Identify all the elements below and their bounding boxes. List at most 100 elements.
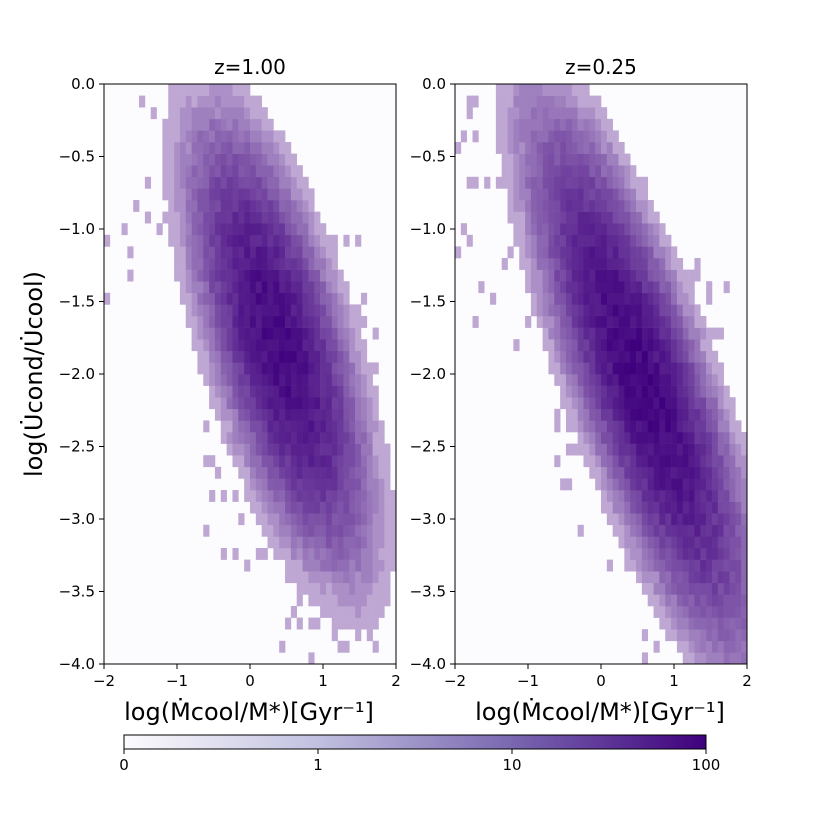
- heatmap-cell: [688, 617, 695, 630]
- heatmap-cell: [331, 582, 338, 595]
- heatmap-cell: [688, 385, 695, 398]
- heatmap-cell: [331, 524, 338, 537]
- heatmap-cell: [331, 316, 338, 328]
- heatmap-cell: [366, 362, 373, 375]
- heatmap-cell: [203, 246, 210, 259]
- heatmap-cell: [360, 443, 368, 456]
- heatmap-cell: [706, 455, 713, 468]
- heatmap-cell: [226, 327, 233, 340]
- heatmap-cell: [360, 455, 368, 468]
- heatmap-cell: [314, 385, 321, 398]
- heatmap-cell: [250, 501, 257, 514]
- heatmap-cell: [290, 234, 298, 247]
- heatmap-cell: [560, 84, 567, 96]
- heatmap-cell: [513, 188, 520, 201]
- x-ticks-z100: −2 −1 0 1 2: [93, 664, 401, 690]
- heatmap-cell: [267, 130, 274, 143]
- heatmap-cell: [513, 107, 520, 120]
- heatmap-cell: [711, 536, 719, 549]
- heatmap-cell: [185, 188, 192, 201]
- heatmap-cell: [601, 432, 608, 444]
- heatmap-cell: [565, 188, 573, 201]
- heatmap-cell: [501, 95, 508, 108]
- heatmap-cell: [571, 304, 578, 317]
- heatmap-cell: [255, 130, 262, 143]
- heatmap-cell: [647, 281, 654, 294]
- heatmap-cell: [665, 246, 672, 259]
- heatmap-cell: [331, 559, 338, 572]
- heatmap-cell: [279, 130, 286, 143]
- heatmap-cell: [238, 107, 245, 120]
- heatmap-cell: [729, 513, 736, 526]
- heatmap-cell: [255, 327, 262, 340]
- heatmap-cell: [723, 408, 730, 421]
- heatmap-cell: [244, 176, 251, 189]
- heatmap-cell: [366, 536, 373, 549]
- heatmap-cell: [507, 84, 514, 96]
- heatmap-cell: [688, 640, 695, 653]
- heatmap-cell: [735, 466, 742, 479]
- heatmap-cell: [325, 246, 333, 259]
- heatmap-cell: [741, 582, 748, 595]
- heatmap-cell: [366, 490, 373, 502]
- heatmap-cell: [267, 327, 274, 340]
- heatmap-cell: [641, 536, 649, 549]
- heatmap-cell: [273, 397, 280, 410]
- heatmap-cell: [636, 536, 643, 549]
- heatmap-cell: [583, 455, 590, 468]
- heatmap-cell: [659, 223, 666, 236]
- heatmap-cell: [624, 200, 631, 212]
- heatmap-cell: [255, 281, 262, 294]
- heatmap-cell: [214, 258, 222, 270]
- heatmap-cell: [168, 118, 175, 131]
- heatmap-cell: [255, 316, 262, 328]
- heatmap-cell: [612, 281, 619, 294]
- heatmap-cell: [296, 258, 303, 270]
- heatmap-cell: [255, 548, 262, 560]
- heatmap-cell: [261, 466, 268, 479]
- heatmap-cell: [571, 443, 578, 456]
- heatmap-cell: [706, 524, 713, 537]
- heatmap-cell: [583, 142, 590, 154]
- heatmap-cell: [238, 385, 245, 398]
- heatmap-cell: [279, 176, 286, 189]
- heatmap-cell: [624, 176, 631, 189]
- heatmap-cell: [203, 130, 210, 143]
- heatmap-cell: [273, 513, 280, 526]
- heatmap-cell: [682, 617, 689, 630]
- heatmap-cell: [612, 130, 619, 143]
- heatmap-cell: [214, 234, 222, 247]
- heatmap-cell: [366, 548, 373, 560]
- heatmap-cell: [606, 490, 613, 502]
- heatmap-cell: [641, 559, 649, 572]
- y-tick-label: −0.5: [410, 148, 446, 166]
- heatmap-cell: [571, 420, 578, 433]
- heatmap-cell: [665, 606, 672, 618]
- heatmap-cell: [589, 130, 596, 143]
- heatmap-cell: [320, 362, 327, 375]
- heatmap-cell: [308, 246, 315, 259]
- heatmap-cell: [285, 234, 292, 247]
- heatmap-cell: [308, 594, 315, 607]
- heatmap-cell: [296, 234, 303, 247]
- heatmap-cell: [741, 478, 748, 491]
- heatmap-cell: [554, 281, 561, 294]
- heatmap-cell: [255, 200, 262, 212]
- heatmap-cell: [285, 350, 292, 363]
- heatmap-cell: [706, 629, 713, 642]
- heatmap-cell: [285, 455, 292, 468]
- heatmap-cell: [554, 269, 561, 282]
- heatmap-cell: [279, 478, 286, 491]
- heatmap-cell: [232, 107, 239, 120]
- heatmap-cell: [355, 385, 362, 398]
- heatmap-cell: [595, 362, 602, 375]
- heatmap-cell: [636, 223, 643, 236]
- heatmap-cell: [717, 513, 724, 526]
- heatmap-cell: [220, 339, 227, 352]
- heatmap-cell: [349, 536, 356, 549]
- heatmap-cell: [179, 258, 187, 270]
- heatmap-cell: [296, 176, 303, 189]
- heatmap-cell: [255, 455, 262, 468]
- heatmap-cell: [653, 501, 660, 514]
- heatmap-cell: [735, 432, 742, 444]
